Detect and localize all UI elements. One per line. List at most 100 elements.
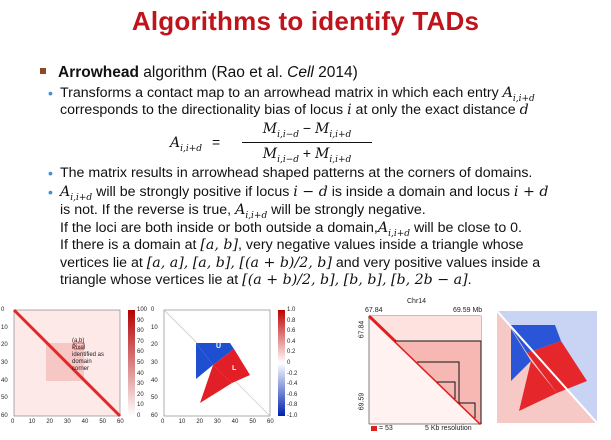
arrowhead-matrix-figure: U L 0 10 20 30 40 50 60 0 10 20 30 40 50 60 1.0 0.8 0.…	[150, 305, 300, 435]
upper-positive-triangle	[213, 349, 250, 383]
upper-label: U	[216, 343, 222, 350]
hic-resolution: 5 Kb resolution	[425, 425, 472, 432]
y-tick-label: 0	[1, 307, 5, 313]
colorbar-tick-label: 50	[137, 360, 144, 366]
hic-arrowhead-diagonal	[496, 310, 598, 424]
hic-diagonal	[367, 314, 483, 426]
colorbar-tick-label: 30	[137, 381, 144, 388]
colorbar-tick-label: 0.2	[287, 349, 296, 356]
hic-positive-region-2	[519, 361, 557, 411]
hic-negative-region-1	[509, 325, 561, 353]
bullet-3-line-6: triangle whose vertices lie at [(a + b)/…	[60, 272, 472, 288]
lower-negative-triangle	[196, 343, 213, 379]
numerator: Mi,i−d − Mi,i+d	[242, 120, 372, 143]
colorbar-tick-label: 0	[137, 413, 141, 419]
annotation-line: corner	[72, 366, 90, 372]
x-tick-label: 40	[81, 419, 89, 425]
x-tick-label: 60	[267, 419, 274, 425]
lower-label: L	[232, 365, 237, 372]
bullet-3-line-4: If there is a domain at [a, b], very neg…	[60, 237, 524, 253]
y-tick-label: 20	[1, 342, 8, 349]
y-tick-label: 60	[151, 413, 158, 419]
fraction: Mi,i−d − Mi,i+d Mi,i−d + Mi,i+d	[242, 120, 372, 165]
hic-start-label: 67.84	[365, 307, 383, 314]
lower-positive-triangle	[200, 365, 232, 403]
bullet-dot-icon: •	[48, 165, 53, 181]
bullet-2: • The matrix results in arrowhead shaped…	[48, 165, 533, 181]
denominator: Mi,i−d + Mi,i+d	[262, 144, 352, 165]
bullet-3-line-1: • Ai,i+d will be strongly positive if lo…	[48, 184, 549, 203]
y-tick-label: 60	[1, 413, 8, 419]
y-tick-label: 10	[151, 324, 158, 331]
bullet-3-line-5: vertices lie at [a, a], [a, b], [(a + b)…	[60, 255, 541, 271]
x-tick-label: 20	[196, 419, 204, 425]
middle-colorbar	[278, 310, 285, 416]
chromosome-label: Chr14	[407, 298, 427, 305]
arrowhead-label: Arrowhead	[58, 64, 139, 81]
hic-map-figure: Chr14 67.84 69.59 Mb 67.84 69.59 = 53 5 …	[355, 298, 495, 435]
x-tick-label: 0	[161, 419, 165, 425]
corner-pixel-marker	[73, 342, 85, 350]
colorbar-tick-label: -0.8	[287, 402, 298, 409]
bullet-3-line-3: If the loci are both inside or both outs…	[60, 220, 522, 239]
y-tick-label: 40	[1, 377, 8, 384]
colorbar-tick-label: 0	[287, 360, 291, 366]
y-tick-label: 20	[151, 342, 158, 349]
hic-negative-region-2	[511, 329, 531, 381]
y-tick-label: 50	[1, 395, 8, 402]
x-tick-label: 40	[231, 419, 239, 425]
colorbar-tick-label: -0.4	[287, 381, 298, 388]
hic-subdomain-box-2	[437, 381, 456, 399]
colorbar-tick-label: 20	[137, 391, 144, 398]
x-tick-label: 10	[178, 419, 186, 425]
hic-domain-box	[395, 340, 482, 424]
y-tick-label: 10	[1, 324, 8, 331]
colorbar-tick-label: -1.0	[287, 413, 298, 419]
y-tick-label: 30	[151, 360, 158, 366]
annotation-line: Pixel	[72, 345, 86, 351]
colorbar-tick-label: 40	[137, 370, 144, 377]
colorbar-tick-label: 0.6	[287, 328, 296, 335]
colorbar-tick-label: -0.2	[287, 370, 298, 377]
hic-legend-value: = 53	[379, 425, 393, 432]
hic-positive-region-1	[527, 341, 587, 393]
hic-arrowhead-figure	[496, 310, 598, 424]
annotation-line: identified as	[72, 352, 105, 358]
y-tick-label: 30	[1, 360, 8, 366]
y-tick-label: 0	[151, 307, 155, 313]
colorbar-tick-label: 100	[137, 307, 148, 313]
arrowhead-plot	[163, 309, 285, 417]
hic-subdomain-box-1	[417, 361, 460, 403]
colorbar-tick-label: 90	[137, 317, 144, 324]
x-tick-label: 60	[117, 419, 124, 425]
x-tick-label: 50	[99, 419, 107, 425]
hic-arrowhead-heatmap	[496, 310, 598, 424]
corner-annotation: (a,b) Pixel identified as domain corner	[72, 338, 104, 373]
bullet-dot-icon: •	[48, 184, 53, 200]
main-bullet: Arrowhead algorithm (Rao et al. Cell 201…	[40, 64, 358, 82]
y-tick-label: 40	[151, 377, 158, 384]
x-tick-label: 0	[11, 419, 15, 425]
slide-title: Algorithms to identify TADs	[131, 6, 480, 36]
colorbar-tick-label: 0.4	[287, 338, 296, 345]
colorbar-tick-label: -0.6	[287, 391, 298, 398]
square-bullet-icon	[40, 68, 46, 74]
bullet-1-line-1: • Transforms a contact map to an arrowhe…	[48, 85, 535, 104]
annotation-line: domain	[72, 359, 92, 365]
hic-legend-swatch	[371, 426, 377, 431]
colorbar-tick-label: 10	[137, 402, 144, 409]
bullet-3-line-2: is not. If the reverse is true, Ai,i+d w…	[60, 202, 426, 221]
bullet-1-line-2: corresponds to the directionality bias o…	[60, 102, 529, 118]
contact-map-plot	[12, 308, 135, 418]
left-colorbar	[128, 310, 135, 416]
colorbar-tick-label: 0.8	[287, 317, 296, 324]
upper-negative-triangle	[196, 343, 234, 365]
x-tick-label: 30	[64, 419, 71, 425]
hic-end-label: 69.59 Mb	[453, 307, 483, 314]
colorbar-tick-label: 1.0	[287, 307, 296, 313]
x-tick-label: 50	[249, 419, 257, 425]
colorbar-tick-label: 70	[137, 338, 144, 345]
contact-map-diagonal	[12, 308, 122, 418]
x-tick-label: 10	[28, 419, 36, 425]
colorbar-tick-label: 80	[137, 328, 144, 335]
